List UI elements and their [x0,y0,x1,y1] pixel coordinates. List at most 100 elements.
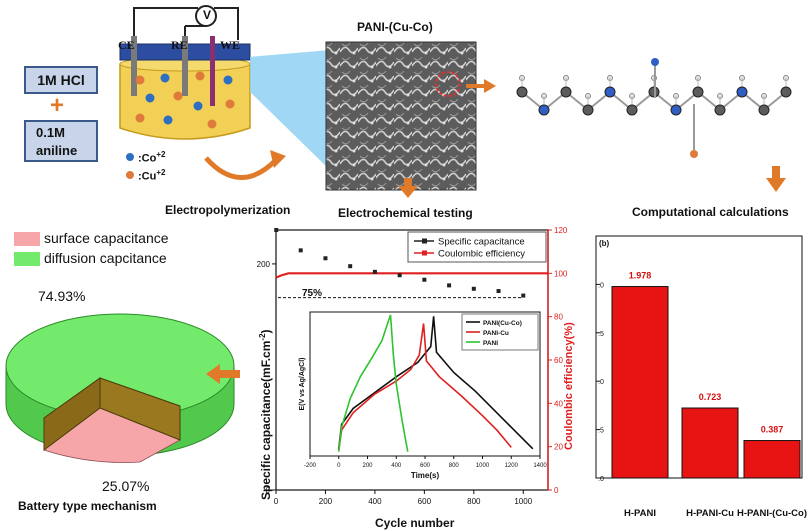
x-tick-label: 200 [319,497,333,506]
efficiency-series [275,272,548,279]
bar-chart: (b) .0 .5 .0 .5 .0 1.978 H-PANI 0.723 H-PANI-Cu 0.… [595,235,807,519]
wire-we [214,7,239,40]
legend-surface: surface capacitance [44,230,169,246]
electropolymerization-label: Electropolymerization [165,203,291,217]
x-tick-label: 800 [467,497,481,506]
capacitance-point [521,293,526,298]
cobalt-atom [651,58,659,66]
bar-y-tick-label: .5 [598,428,604,435]
capacitance-point [422,277,427,282]
y2-ticks: 0 20 40 60 80 100 120 [548,226,568,495]
capacitance-point [397,273,402,278]
capacitance-point [447,283,452,288]
inset-legend-entry: PANI(Cu-Co) [483,320,522,327]
carbon-atom [626,104,638,116]
arrow-left-to-disc [206,364,240,384]
voltmeter-label: V [202,8,211,22]
inset-x-tick-label: 600 [420,463,431,469]
nitrogen-atom [736,86,748,98]
inset-x-tick-label: 1000 [476,463,490,469]
bar-category-label: H-PANI [624,508,656,519]
y-tick-label: 0 [266,486,271,495]
reagent-aniline-line2: aniline [36,143,78,158]
y2-tick-label: 60 [554,356,563,365]
inset-x-tick-label: 0 [337,463,341,469]
capacitance-point [298,248,303,253]
inset-series-line [337,314,409,452]
bar-y-tick-label: .0 [598,282,604,289]
pct-surface: 25.07% [102,478,150,494]
carbon-atom [758,104,770,116]
inset-x-tick-label: -200 [304,463,317,469]
bar-y-tick-label: .5 [598,331,604,338]
bar-y-tick-label: .0 [598,476,604,483]
electrode-ce [131,36,137,96]
inset-x-tick-label: 1200 [505,463,519,469]
annotation-75: 75% [302,288,323,299]
reagent-aniline-line1: 0.1M [36,125,65,140]
plus-sign: + [50,92,65,119]
nitrogen-atom [538,104,550,116]
capacitance-point [348,264,353,269]
disc-wedge-wall-right [99,377,181,441]
y2-tick-label: 0 [554,486,559,495]
sem-image [325,41,477,191]
x-tick-label: 0 [274,497,279,506]
electrochemical-testing-label: Electrochemical testing [338,206,473,220]
capacitance-disc [5,313,235,463]
x-tick-label: 400 [368,497,382,506]
y2-tick-label: 20 [554,443,563,452]
bar-category-label: H-PANI-(Cu-Co) [737,508,807,519]
curved-arrow [204,156,278,180]
beaker [119,63,251,140]
gcd-inset: -200 0 200 400 600 800 1000 1200 1400 Time(s) E(V … [299,311,547,480]
bar-value-label: 0.387 [761,425,784,435]
electrode-label-ce: CE [118,38,135,52]
legend-cu-dot [126,171,134,179]
legend-box [407,231,547,263]
y-axis-label: Specific capacitance(mF.cm-2) [258,329,273,500]
sem-highlight [435,71,461,97]
carbon-atom [692,86,704,98]
ions [135,71,235,129]
nitrogen-atom [604,86,616,98]
bar [611,286,669,479]
curved-arrow-head [270,150,286,168]
arrow-down-computational [772,166,780,180]
legend-marker [422,238,427,244]
inset-x-tick-label: 400 [391,463,402,469]
reagent-hcl-box: 1M HCl [24,66,98,94]
sem-title: PANI-(Cu-Co) [357,20,433,34]
inset-y-label: E(V vs Ag/AgCl) [299,357,306,410]
electrode-re [182,36,188,96]
voltmeter-icon [195,5,217,27]
sem-section [250,41,792,198]
carbon-atom [516,86,528,98]
electrode-we [210,36,215,106]
zoom-cone [250,50,330,170]
inset-x-label: Time(s) [411,471,440,480]
legend-co-dot [126,153,134,161]
y-ticks: 0 200 [257,260,276,495]
pct-diffusion: 74.93% [38,288,86,304]
cycling-chart: 0 200 400 600 800 1000 0 200 0 20 40 60 80 100 120 -… [257,226,568,506]
y2-tick-label: 40 [554,399,563,408]
y2-axis-label: Coulombic efficiency(%) [563,322,575,450]
legend-swatch-surface [14,232,40,246]
inset-x-tick-label: 200 [362,463,373,469]
inset-x-tick-label: 800 [449,463,460,469]
capacitance-point [496,289,501,294]
copper-atom [690,150,698,158]
legend-entry: Coulombic efficiency [438,249,525,260]
nitrogen-atom [670,104,682,116]
y2-tick-label: 100 [554,269,568,278]
electrode-label-we: WE [220,38,241,52]
electrode-label-re: RE [171,38,188,52]
inset-legend-entry: PANI [483,340,498,347]
y2-tick-label: 120 [554,226,568,235]
inset-series-line [337,323,512,451]
arrow-down-computational-head [766,178,786,192]
bar-value-label: 1.978 [629,271,652,281]
legend-marker [422,250,427,256]
